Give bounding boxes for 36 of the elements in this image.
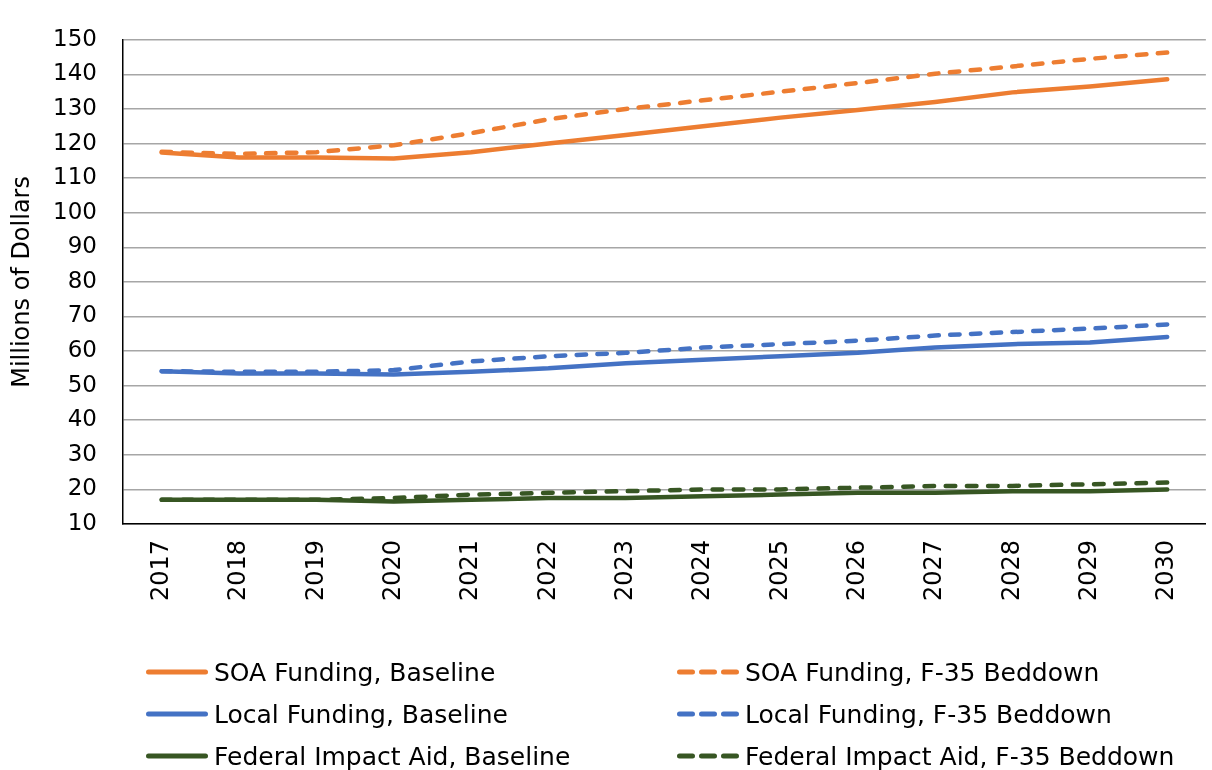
x-tick-label: 2024	[687, 540, 716, 602]
y-tick-label: 150	[53, 24, 97, 51]
legend-label: SOA Funding, Baseline	[214, 657, 496, 687]
x-tick-label: 2027	[919, 540, 948, 602]
legend-label: SOA Funding, F-35 Beddown	[745, 657, 1100, 687]
y-tick-label: 20	[67, 474, 97, 501]
x-tick-label: 2018	[223, 540, 252, 602]
y-tick-label: 70	[67, 301, 97, 328]
y-tick-label: 60	[67, 336, 97, 363]
legend-label: Local Funding, Baseline	[214, 699, 508, 729]
x-tick-label: 2022	[532, 540, 561, 602]
x-tick-label: 2028	[996, 540, 1025, 602]
x-tick-label: 2020	[377, 540, 406, 602]
y-tick-label: 10	[67, 508, 97, 535]
y-tick-label: 100	[53, 197, 97, 224]
x-tick-label: 2030	[1151, 540, 1180, 602]
y-tick-label: 110	[53, 163, 97, 190]
y-tick-label: 140	[53, 59, 97, 86]
y-tick-label: 30	[67, 439, 97, 466]
legend-label: Federal Impact Aid, F-35 Beddown	[745, 741, 1175, 770]
x-tick-label: 2021	[455, 540, 484, 602]
y-tick-label: 90	[67, 232, 97, 259]
legend-label: Federal Impact Aid, Baseline	[214, 741, 571, 770]
y-tick-label: 50	[67, 370, 97, 397]
x-tick-label: 2023	[610, 540, 638, 602]
y-tick-label: 130	[53, 93, 97, 120]
y-tick-label: 80	[67, 266, 97, 293]
y-tick-label: 40	[67, 405, 97, 432]
x-tick-label: 2029	[1074, 540, 1103, 602]
x-tick-label: 2019	[300, 540, 329, 602]
legend-label: Local Funding, F-35 Beddown	[745, 699, 1112, 729]
x-tick-label: 2017	[145, 540, 174, 602]
y-axis-title: Millions of Dollars	[6, 176, 35, 388]
y-tick-label: 120	[53, 128, 97, 155]
x-tick-label: 2026	[842, 540, 871, 602]
x-tick-label: 2025	[764, 540, 793, 602]
